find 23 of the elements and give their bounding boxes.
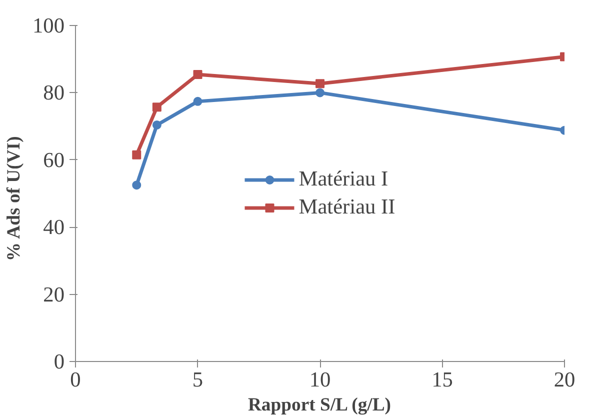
x-tick-label: 5	[192, 368, 204, 392]
y-tick-label: 0	[54, 350, 65, 374]
point	[132, 150, 142, 160]
point	[316, 79, 324, 88]
point	[316, 88, 324, 98]
point	[193, 96, 202, 106]
x-tick-label: 20	[554, 368, 576, 392]
x-tick-label: 15	[432, 368, 453, 392]
point	[193, 70, 202, 80]
x-axis-title: Rapport S/L (g/L)	[248, 394, 392, 416]
x-tick-label: 0	[70, 368, 81, 392]
point	[152, 102, 162, 112]
y-tick-label: 20	[43, 282, 64, 306]
point	[132, 180, 142, 190]
y-axis-title: % Ads of U(VI)	[4, 136, 25, 262]
legend-label: Matériau I	[298, 166, 388, 192]
y-tick-label: 60	[43, 148, 64, 172]
x-tick-label: 10	[309, 368, 331, 392]
legend-label: Matériau II	[298, 194, 396, 220]
y-tick-label: 100	[32, 14, 65, 38]
y-tick-label: 40	[43, 215, 64, 240]
y-tick-label: 80	[43, 80, 64, 105]
point	[152, 120, 162, 130]
